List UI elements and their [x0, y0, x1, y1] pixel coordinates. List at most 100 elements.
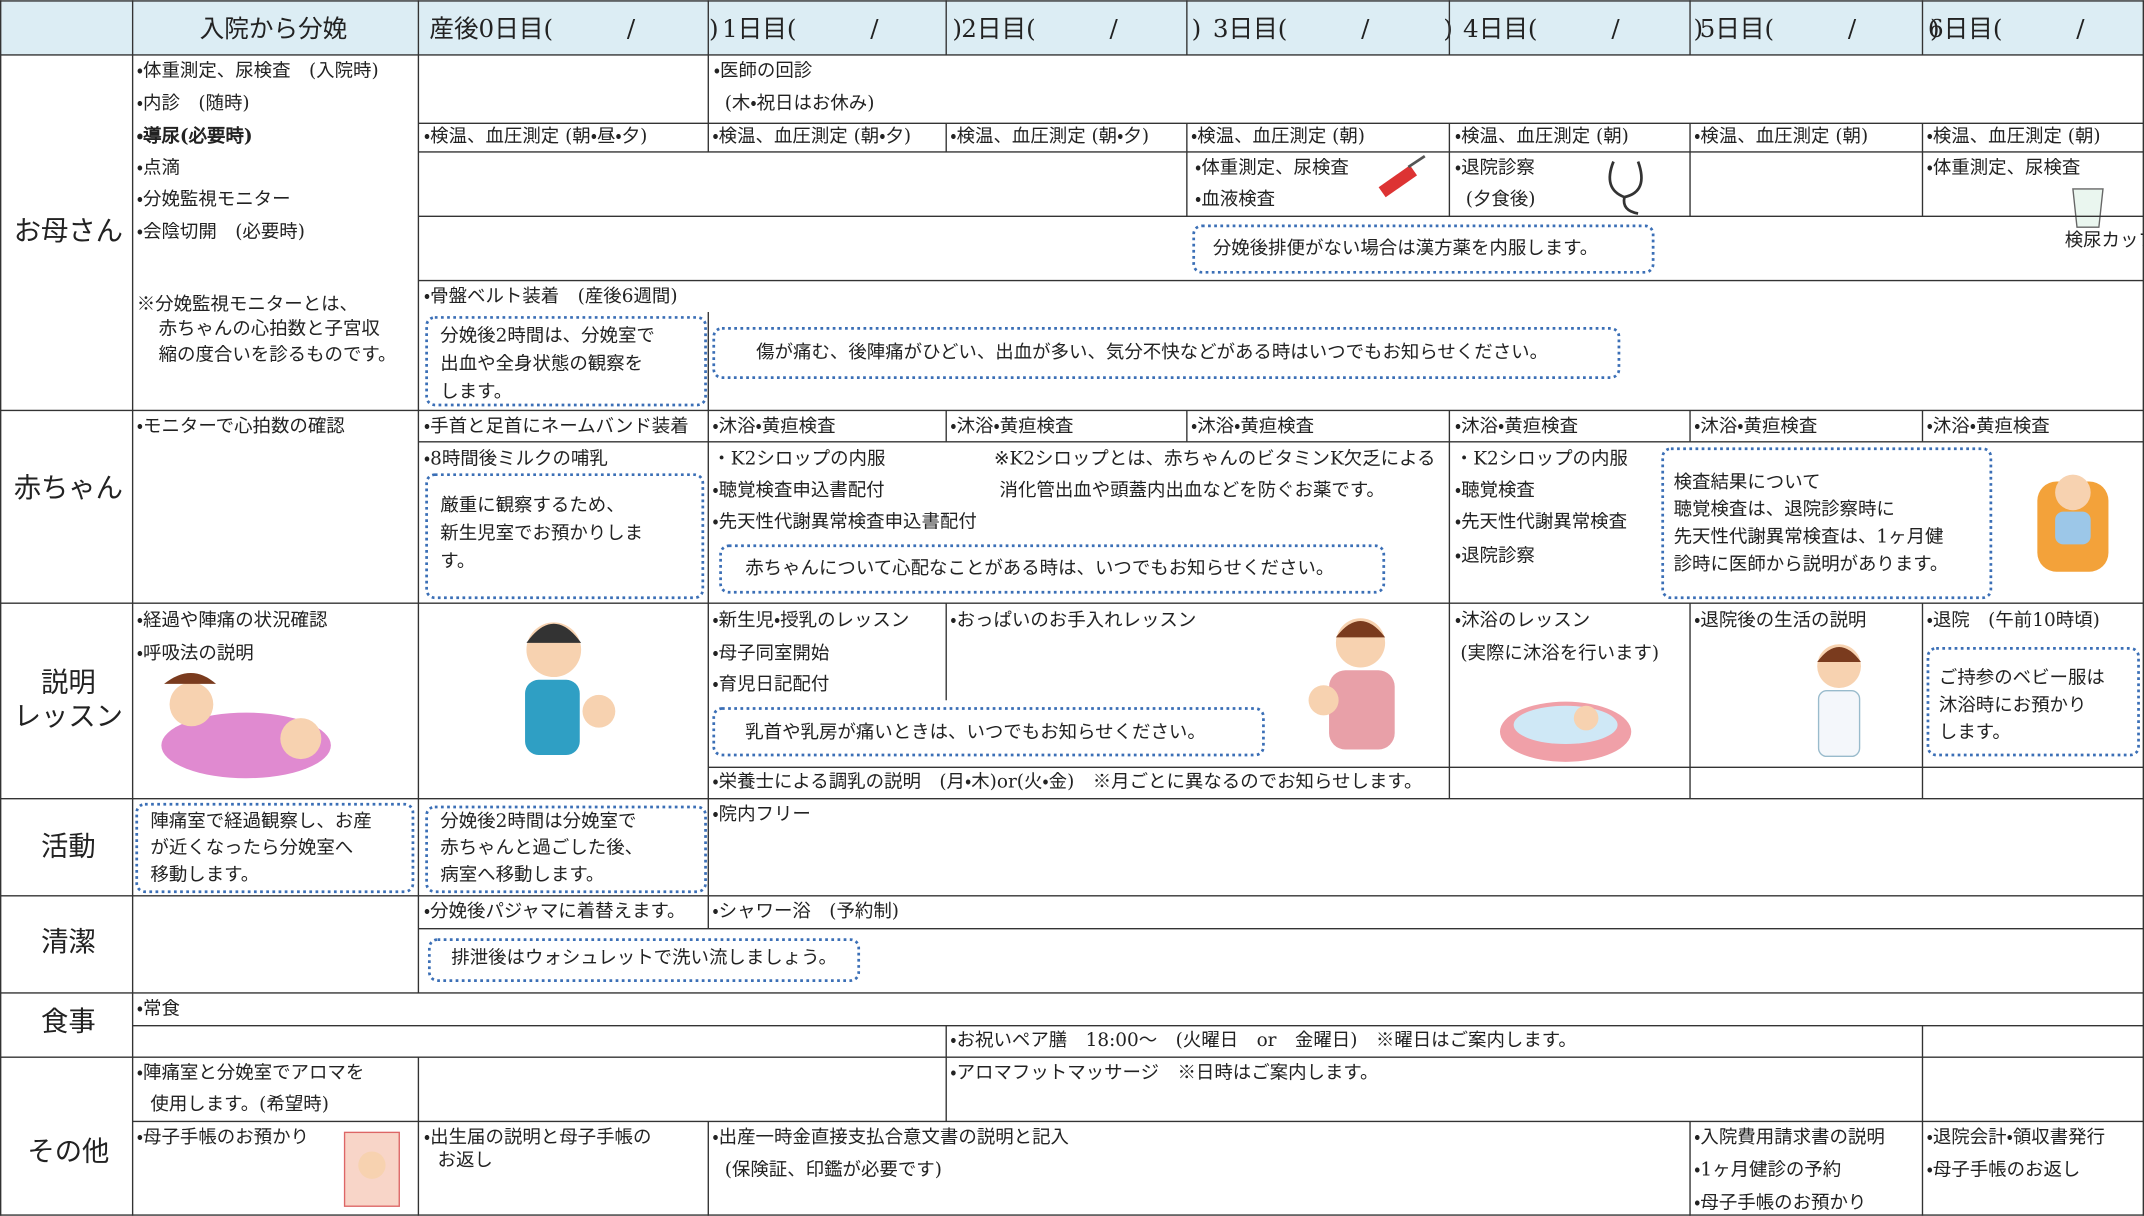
cell-text: ・沐浴・黄疸検査 — [950, 416, 1073, 437]
cell-text: ・点滴 — [137, 157, 180, 178]
cell-text: ・体重測定、尿検査 (入院時) — [137, 60, 379, 81]
cell-text: ・聴覚検査 — [1455, 480, 1535, 501]
cell-text: ・沐浴・黄疸検査 — [1191, 416, 1314, 437]
note-text: 病室へ移動します。 — [440, 864, 604, 885]
cell-text: ・検温、血圧測定 (朝・昼・夕) — [424, 126, 647, 147]
cell-text: (実際に沐浴を行います) — [1460, 643, 1659, 664]
cell-text: ・おっぱいのお手入れレッスン — [950, 610, 1196, 631]
cell-text: ・母子手帳のお返し — [1927, 1160, 2081, 1181]
cell-text: ・導尿(必要時) — [137, 125, 253, 147]
cell-text: 使用します。(希望時) — [150, 1094, 328, 1115]
column-header: 4日目( / ) — [1463, 14, 1703, 43]
urine-cup-icon — [2072, 188, 2104, 228]
cell-text: ・分娩後パジャマに着替えます。 — [424, 901, 686, 922]
stethoscope-icon — [1608, 161, 1643, 215]
column-header: 入院から分娩 — [200, 14, 348, 43]
breathing-illustration — [161, 672, 331, 779]
cell-text: ・新生児・授乳のレッスン — [712, 610, 909, 631]
nurse-baby-illustration — [525, 622, 616, 755]
cell-text: ・育児日記配付 — [712, 674, 829, 695]
cell-text: ・会陰切開 (必要時) — [137, 222, 305, 243]
cell-text: ・検温、血圧測定 (朝) — [1927, 126, 2101, 147]
cell-text: ・体重測定、尿検査 — [1195, 157, 1349, 178]
column-header: 1日目( / ) — [722, 14, 962, 43]
note-text: が近くなったら分娩室へ — [150, 838, 353, 859]
note-box — [1661, 447, 1993, 600]
note-text: す。 — [440, 551, 475, 572]
note-box — [1926, 646, 2140, 757]
cell-text: ・沐浴・黄疸検査 — [712, 416, 835, 437]
note-text: 沐浴時にお預かり — [1939, 695, 2087, 716]
note-text: 赤ちゃんについて心配なことがある時は、いつでもお知らせください。 — [745, 558, 1334, 579]
cell-text: ・分娩監視モニター — [137, 189, 291, 210]
bath-illustration — [1499, 701, 1632, 762]
cell-text: ・検温、血圧測定 (朝) — [1455, 126, 1629, 147]
cell-text: ・院内フリー — [712, 804, 810, 825]
cell-text: ・退院後の生活の説明 — [1694, 610, 1866, 631]
cell-text: ・血液検査 — [1195, 189, 1275, 210]
note-box — [712, 707, 1265, 757]
row-label: 説明 — [41, 667, 96, 698]
cell-text: ・骨盤ベルト装着 (産後6週間) — [424, 286, 678, 307]
cell-text: (保険証、印鑑が必要です) — [725, 1160, 942, 1181]
cell-text: ・栄養士による調乳の説明 (月・木)or(火・金) ※月ごとに異なるのでお知らせ… — [712, 771, 1422, 792]
note-text: 陣痛室で経過観察し、お産 — [150, 811, 371, 832]
nurse-illustration — [1817, 644, 1861, 758]
cell-text: ・母子手帳のお預かり — [137, 1127, 309, 1148]
cell-text: 縮の度合いを診るものです。 — [159, 345, 397, 366]
column-header: 3日目( / ) — [1213, 14, 1453, 43]
cell-text: ・退院診察 — [1455, 546, 1535, 567]
cell-text: 消化管出血や頭蓋内出血などを防ぐお薬です。 — [1000, 480, 1385, 501]
cell-text: ・退院 (午前10時頃) — [1927, 610, 2100, 631]
cell-text: 検尿カップ — [2065, 230, 2144, 251]
note-box — [425, 805, 707, 894]
row-label: 清潔 — [41, 927, 96, 958]
cell-text: ・検温、血圧測定 (朝・夕) — [712, 126, 911, 147]
row-label: 赤ちゃん — [14, 473, 123, 504]
cell-text: (木・祝日はお休み) — [725, 93, 875, 114]
note-box — [427, 938, 861, 982]
cell-text: ・医師の回診 — [714, 60, 812, 81]
cell-text: ・常食 — [137, 998, 180, 1019]
cell-text: ・陣痛室と分娩室でアロマを — [137, 1063, 365, 1084]
mother-child-handbook-icon — [343, 1131, 400, 1207]
note-text: 分娩後排便がない場合は漢方薬を内服します。 — [1213, 238, 1598, 259]
note-text: 赤ちゃんと過ごした後、 — [440, 838, 643, 859]
cell-text: ・手首と足首にネームバンド装着 — [424, 416, 689, 437]
header-background — [0, 0, 2144, 55]
cell-text: ・出生届の説明と母子手帳の — [424, 1127, 652, 1148]
cell-text: (夕食後) — [1466, 189, 1536, 210]
note-text: 新生児室でお預かりしま — [440, 523, 643, 544]
column-header: 5日目( / ) — [1700, 14, 1940, 43]
note-text: 移動します。 — [150, 864, 259, 885]
baby-car-seat-icon — [2037, 474, 2109, 572]
cell-text: ・経過や陣痛の状況確認 — [137, 610, 328, 631]
cell-text: ・1ヶ月健診の予約 — [1694, 1160, 1841, 1181]
cell-text: ・退院会計・領収書発行 — [1927, 1127, 2105, 1148]
note-text: 厳重に観察するため、 — [440, 495, 624, 516]
note-text: 聴覚検査は、退院診察時に — [1674, 499, 1895, 520]
note-box — [425, 473, 705, 600]
note-text: 診時に医師から説明があります。 — [1674, 554, 1949, 575]
cell-text: ・体重測定、尿検査 — [1927, 157, 2081, 178]
note-text: します。 — [440, 382, 512, 403]
note-box — [425, 316, 707, 407]
breastfeeding-illustration — [1308, 618, 1395, 750]
cell-text: ・呼吸法の説明 — [137, 643, 254, 664]
row-label: 活動 — [41, 831, 96, 862]
cell-text: ・母子同室開始 — [712, 643, 829, 664]
cell-text: ・沐浴のレッスン — [1455, 610, 1590, 631]
syringe-icon — [1378, 154, 1426, 198]
column-header: 2日目( / ) — [961, 14, 1201, 43]
cell-text: ・検温、血圧測定 (朝) — [1694, 126, 1868, 147]
note-text: 排泄後はウォシュレットで洗い流しましょう。 — [451, 948, 837, 969]
row-label: レッスン — [14, 702, 123, 733]
cell-text: ・内診 (随時) — [137, 93, 250, 114]
note-text: 分娩後2時間は分娩室で — [440, 811, 636, 832]
note-text: ご持参のベビー服は — [1939, 667, 2105, 688]
cell-text: ・出産一時金直接支払合意文書の説明と記入 — [712, 1127, 1069, 1148]
cell-text: ・検温、血圧測定 (朝) — [1191, 126, 1365, 147]
cell-text: ・沐浴・黄疸検査 — [1694, 416, 1817, 437]
cell-text: ・検温、血圧測定 (朝・夕) — [950, 126, 1149, 147]
